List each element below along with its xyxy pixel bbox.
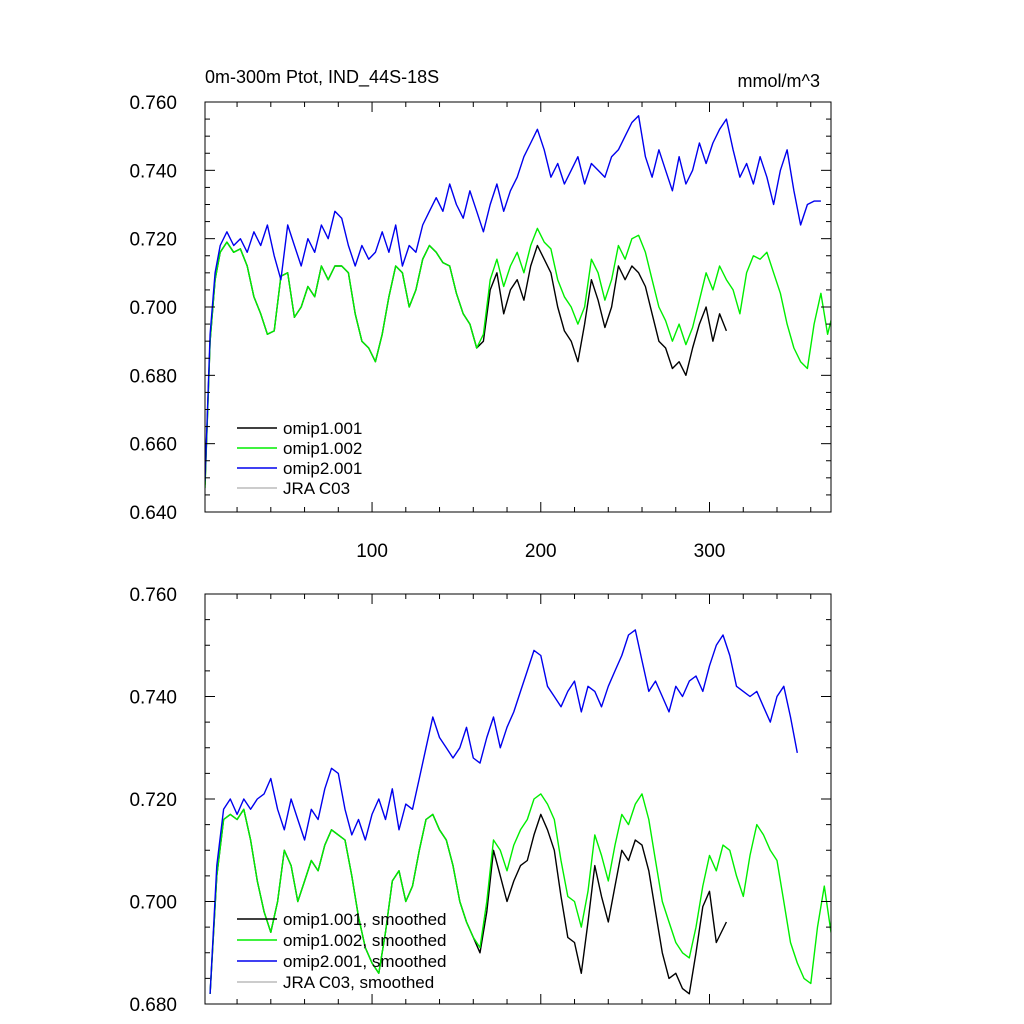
y-tick-label: 0.680	[129, 995, 177, 1016]
legend-label: omip2.001	[283, 459, 362, 478]
y-tick-label: 0.720	[129, 230, 177, 251]
legend-label: omip2.001, smoothed	[283, 952, 447, 971]
top-chart-title: 0m-300m Ptot, IND_44S-18S	[205, 67, 439, 88]
y-tick-label: 0.680	[129, 366, 177, 387]
x-tick-label: 300	[694, 541, 726, 562]
series-line-omip1-002-smoothed	[209, 793, 831, 994]
legend-label: omip1.002	[283, 439, 362, 458]
tick-marks	[205, 101, 831, 513]
series-line-omip2-001	[205, 115, 821, 482]
legend-label: omip1.001	[283, 419, 362, 438]
bottom-panel: 0.680 0.700 0.720 0.740 0.760 omip1.001, smoo…	[129, 585, 832, 1016]
y-tick-label: 0.740	[129, 688, 177, 709]
legend-label: omip1.002, smoothed	[283, 931, 447, 950]
y-tick-label: 0.700	[129, 893, 177, 914]
y-tick-label: 0.660	[129, 435, 177, 456]
y-tick-label: 0.760	[129, 585, 177, 606]
legend-label: JRA C03, smoothed	[283, 973, 434, 992]
x-tick-label: 200	[525, 541, 557, 562]
series-line-omip2-001-smoothed	[209, 629, 798, 994]
units-label: mmol/m^3	[738, 71, 820, 91]
series-group	[205, 115, 831, 489]
legend-label: omip1.001, smoothed	[283, 910, 447, 929]
top-panel: 0m-300m Ptot, IND_44S-18S mmol/m^3 0.640…	[129, 67, 832, 562]
series-line-omip1-002	[205, 227, 831, 489]
legend: omip1.001, smoothed omip1.002, smoothed om…	[237, 910, 447, 992]
y-tick-label: 0.740	[129, 161, 177, 182]
y-tick-label: 0.760	[129, 93, 177, 114]
series-group	[209, 629, 831, 995]
y-tick-label: 0.720	[129, 790, 177, 811]
x-tick-label: 100	[356, 541, 388, 562]
legend-label: JRA C03	[283, 479, 350, 498]
y-tick-label: 0.640	[129, 503, 177, 524]
y-tick-label: 0.700	[129, 298, 177, 319]
tick-marks	[205, 593, 831, 1005]
